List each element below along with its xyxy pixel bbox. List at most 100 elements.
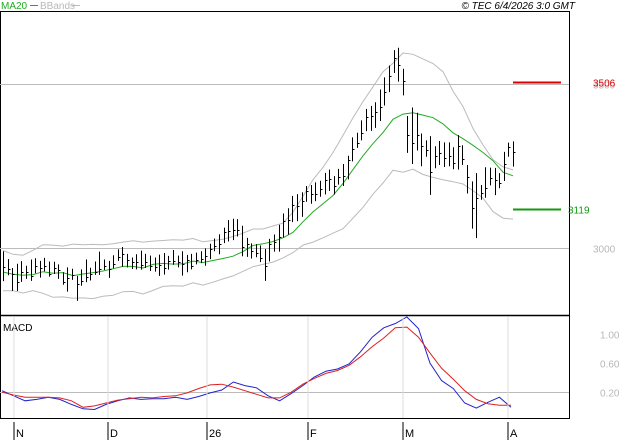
price-bar: [412, 107, 415, 164]
price-bar: [325, 172, 328, 195]
price-bar: [44, 257, 47, 272]
price-bar: [54, 261, 57, 274]
price-bar: [366, 108, 369, 132]
price-bar: [256, 244, 259, 258]
price-bar: [375, 102, 378, 128]
price-bar: [132, 257, 135, 270]
price-bar: [352, 137, 355, 162]
price-bar: [462, 145, 465, 165]
price-bar: [357, 132, 360, 148]
price-bar: [178, 255, 181, 268]
price-bar: [49, 261, 52, 277]
price-bar: [118, 249, 121, 261]
price-bar: [86, 259, 89, 283]
price-bar: [219, 234, 222, 255]
price-bar: [247, 237, 250, 257]
x-axis: N D 26 F M A: [13, 317, 518, 440]
price-bar: [224, 227, 227, 244]
price-bar: [72, 268, 75, 280]
price-bar: [201, 251, 204, 264]
price-bar: [155, 257, 158, 272]
price-bar: [380, 89, 383, 121]
price-bar: [338, 168, 341, 185]
price-tick-label: 3000: [593, 245, 616, 256]
price-bar: [90, 267, 93, 281]
price-bar: [371, 105, 374, 131]
price-bar: [403, 68, 406, 96]
signal-line: [1, 326, 511, 408]
price-bar: [136, 254, 139, 270]
price-bar: [467, 164, 470, 194]
price-bar: [210, 243, 213, 260]
price-bar: [430, 136, 433, 195]
price-bar: [99, 251, 102, 275]
macd-line: [1, 316, 512, 411]
macd-lines: [1, 316, 512, 411]
ma20-line: [2, 112, 514, 277]
price-bar: [63, 272, 66, 285]
price-bar: [283, 213, 286, 238]
price-bar: [384, 77, 387, 106]
price-bar: [159, 254, 162, 276]
macd-tick-label: 0.60: [600, 360, 620, 371]
price-tick-label: 3500: [593, 81, 616, 92]
macd-axis: 1.00 0.60 0.20: [600, 331, 620, 400]
price-bar: [481, 184, 484, 200]
price-bar: [21, 261, 24, 282]
price-bar: [485, 167, 488, 198]
price-bar: [288, 208, 291, 235]
legend-ma20: MA20: [1, 1, 28, 12]
price-bar: [237, 219, 240, 237]
price-bar: [297, 194, 300, 222]
price-bar: [417, 112, 420, 151]
ohlc-bars: [3, 47, 516, 301]
price-bar: [26, 265, 29, 279]
price-bar: [196, 252, 199, 265]
price-bar: [329, 169, 332, 191]
price-bar: [17, 263, 20, 292]
price-bar: [95, 261, 98, 275]
price-bar: [421, 133, 424, 167]
price-bar: [394, 50, 397, 74]
price-bar: [315, 182, 318, 202]
price-bar: [35, 258, 38, 274]
price-bar: [228, 220, 231, 242]
price-bar: [187, 254, 190, 273]
price-bar: [472, 181, 475, 229]
price-bar: [435, 146, 438, 169]
price-bar: [398, 47, 401, 82]
price-bar: [343, 163, 346, 186]
price-bar: [361, 120, 364, 141]
bbands-layer: [2, 52, 514, 300]
price-bar: [113, 255, 116, 269]
bband-line: [3, 168, 514, 300]
price-axis: 3000 3500: [593, 81, 616, 256]
price-bar: [311, 184, 314, 204]
macd-title: MACD: [3, 323, 32, 334]
price-bar: [81, 269, 84, 286]
price-bar: [320, 180, 323, 197]
price-bar: [334, 176, 337, 195]
price-bar: [302, 192, 305, 217]
price-bar: [109, 260, 112, 278]
ma20-layer: [2, 112, 514, 277]
price-bar: [476, 173, 479, 239]
macd-panel-frame: [0, 316, 570, 419]
price-bar: [274, 234, 277, 252]
legend-bbands: BBands: [40, 1, 75, 12]
chart-header: MA20 BBands © TEC 6/4/2026 3:0 GMT: [1, 1, 576, 12]
price-bar: [449, 142, 452, 167]
price-bar: [269, 238, 272, 262]
price-bar: [127, 253, 130, 268]
price-bar: [182, 251, 185, 276]
price-grid: [0, 84, 569, 249]
price-bar: [251, 243, 254, 259]
price-bar: [104, 259, 107, 271]
support-level-label: 3119: [568, 206, 590, 217]
x-tick-label: M: [405, 428, 414, 440]
bband-line: [2, 52, 514, 256]
price-bar: [292, 195, 295, 223]
price-bar: [150, 255, 153, 271]
